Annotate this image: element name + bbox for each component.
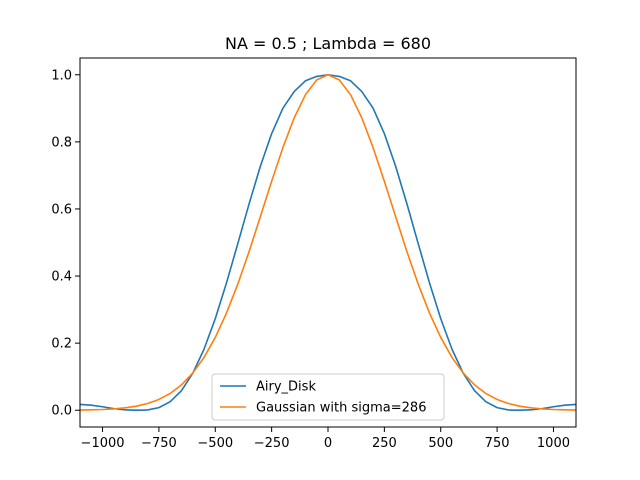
- x-tick-label: −1000: [81, 436, 125, 451]
- y-tick-label: 0.8: [51, 135, 72, 150]
- x-axis-ticks: −1000 −750 −500 −250 0 250 500 750 1000: [81, 427, 570, 451]
- y-tick-label: 0.4: [51, 270, 72, 285]
- axes-frame: [79, 57, 577, 428]
- y-axis-ticks: 0.0 0.2 0.4 0.6 0.8 1.0: [51, 68, 80, 419]
- plot-lines: [80, 73, 576, 412]
- x-tick-label: −500: [197, 436, 233, 451]
- x-tick-label: 500: [428, 436, 453, 451]
- x-tick-label: 250: [372, 436, 397, 451]
- legend-box: [211, 373, 445, 421]
- y-tick-label: 0.0: [51, 404, 72, 419]
- legend-label: Gaussian with sigma=286: [256, 401, 426, 416]
- y-tick-label: 0.2: [51, 337, 72, 352]
- x-tick-label: −250: [254, 436, 290, 451]
- chart-title: NA = 0.5 ; Lambda = 680: [225, 34, 431, 53]
- x-tick-label: 1000: [537, 436, 570, 451]
- x-tick-label: 750: [485, 436, 510, 451]
- x-tick-label: −750: [141, 436, 177, 451]
- y-tick-label: 1.0: [51, 68, 72, 83]
- legend-label: Airy_Disk: [256, 380, 316, 395]
- legend: Airy_Disk Gaussian with sigma=286: [211, 373, 445, 421]
- x-tick-label: 0: [324, 436, 332, 451]
- series-line-1: [80, 73, 576, 411]
- y-tick-label: 0.6: [51, 202, 72, 217]
